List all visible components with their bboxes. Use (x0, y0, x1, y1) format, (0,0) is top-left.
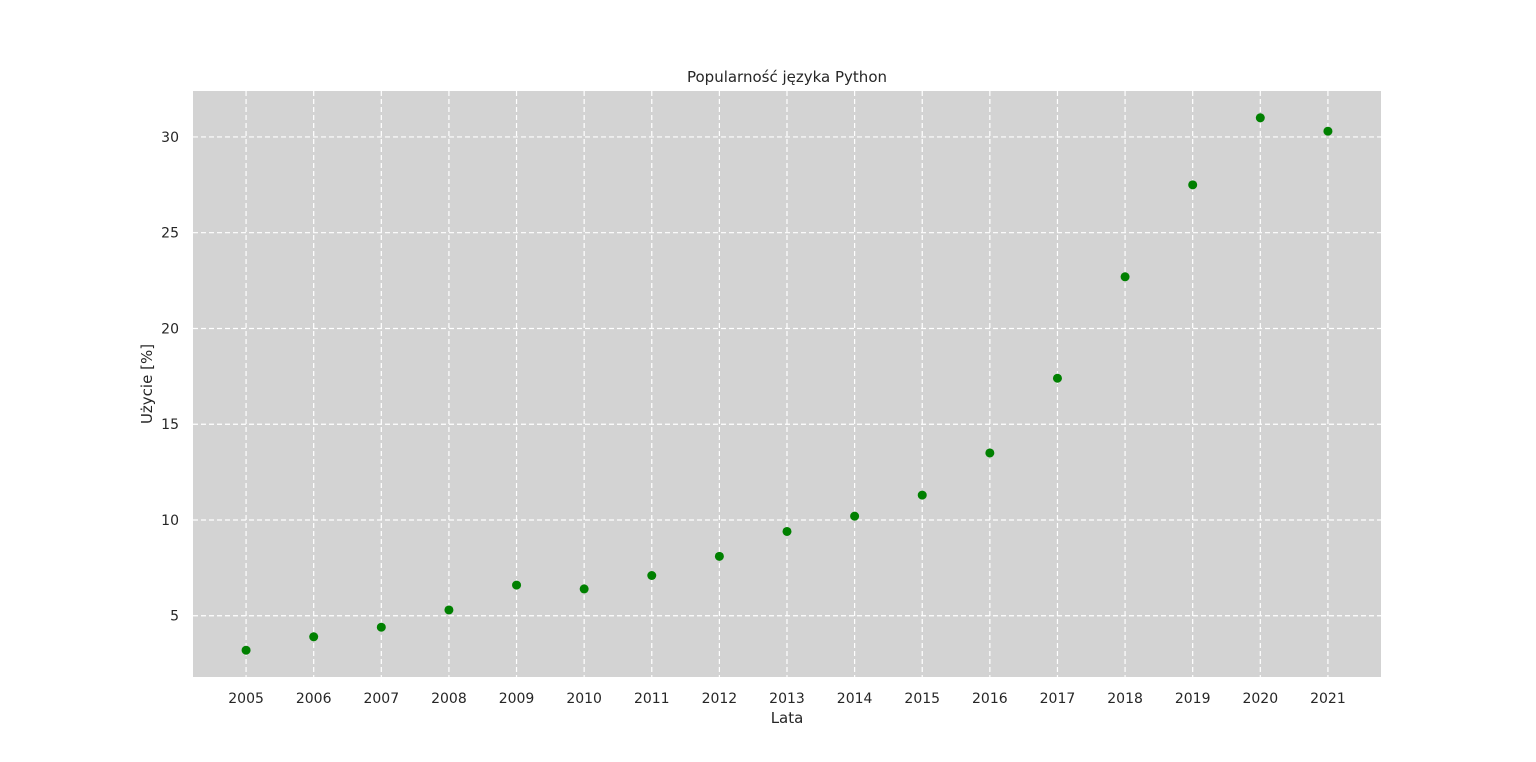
data-point (512, 580, 522, 590)
x-tick-label: 2011 (634, 691, 670, 707)
y-tick-label: 20 (161, 321, 179, 337)
x-tick-label: 2009 (499, 691, 535, 707)
x-tick-label: 2018 (1107, 691, 1143, 707)
y-tick-label: 15 (161, 417, 179, 433)
data-point (985, 448, 995, 458)
y-gridlines (193, 136, 1381, 617)
data-point (444, 605, 454, 615)
y-axis-label: Użycie [%] (138, 344, 156, 424)
y-tick-label: 25 (161, 226, 179, 242)
x-tick-label: 2012 (702, 691, 738, 707)
y-tick-label: 5 (170, 609, 179, 625)
x-tick-labels: 2005 2006 2007 2008 2009 2010 2011 2012 2013 2014… (228, 691, 1345, 707)
data-point (647, 571, 657, 581)
x-tick-label: 2013 (769, 691, 805, 707)
data-points (241, 113, 1333, 655)
x-tick-label: 2014 (837, 691, 873, 707)
x-tick-label: 2007 (363, 691, 399, 707)
x-tick-label: 2015 (904, 691, 940, 707)
x-tick-label: 2008 (431, 691, 467, 707)
x-tick-label: 2006 (296, 691, 332, 707)
y-tick-label: 10 (161, 513, 179, 529)
data-point (309, 632, 319, 642)
x-tick-label: 2019 (1175, 691, 1211, 707)
y-tick-label: 30 (161, 130, 179, 146)
data-point (1120, 272, 1130, 282)
chart-title: Popularność języka Python (687, 68, 887, 86)
x-tick-label: 2020 (1242, 691, 1278, 707)
data-point (376, 622, 386, 632)
data-point (782, 526, 792, 536)
data-point (917, 490, 927, 500)
data-point (241, 645, 251, 655)
x-tick-label: 2016 (972, 691, 1008, 707)
data-point (1323, 126, 1333, 136)
x-axis-label: Lata (771, 709, 804, 727)
data-point (714, 551, 724, 561)
x-tick-label: 2021 (1310, 691, 1346, 707)
y-tick-labels: 5 10 15 20 25 30 (161, 130, 179, 625)
data-point (1188, 180, 1198, 190)
data-point (579, 584, 589, 594)
x-tick-label: 2005 (228, 691, 264, 707)
data-point (1255, 113, 1265, 123)
data-point (1052, 373, 1062, 383)
x-tick-label: 2010 (566, 691, 602, 707)
data-point (850, 511, 860, 521)
x-tick-label: 2017 (1040, 691, 1076, 707)
